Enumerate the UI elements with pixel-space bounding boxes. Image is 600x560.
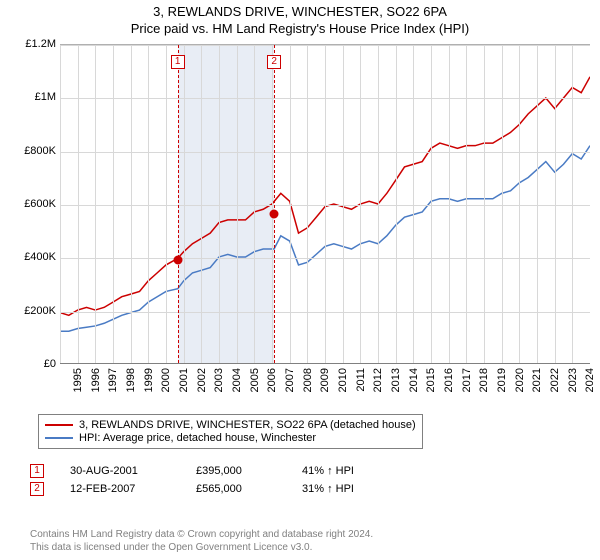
x-tick-label: 1999 bbox=[143, 368, 155, 392]
event-price: £395,000 bbox=[196, 465, 276, 477]
x-tick-label: 1998 bbox=[125, 368, 137, 392]
title-subtitle: Price paid vs. HM Land Registry's House … bbox=[0, 21, 600, 36]
x-tick-label: 2022 bbox=[549, 368, 561, 392]
chart: £0£200K£400K£600K£800K£1M£1.2M 12 199519… bbox=[10, 44, 590, 404]
event-pct: 41% ↑ HPI bbox=[302, 465, 392, 477]
event-price: £565,000 bbox=[196, 483, 276, 495]
events-table: 1 30-AUG-2001 £395,000 41% ↑ HPI 2 12-FEB-200… bbox=[30, 460, 392, 500]
x-tick-label: 2006 bbox=[267, 368, 279, 392]
x-tick-label: 2018 bbox=[479, 368, 491, 392]
legend-label: HPI: Average price, detached house, Winc… bbox=[79, 432, 316, 444]
x-tick-label: 2008 bbox=[302, 368, 314, 392]
title-block: 3, REWLANDS DRIVE, WINCHESTER, SO22 6PA … bbox=[0, 0, 600, 36]
x-tick-label: 2019 bbox=[496, 368, 508, 392]
x-tick-label: 2023 bbox=[567, 368, 579, 392]
x-tick-label: 2003 bbox=[214, 368, 226, 392]
legend-swatch bbox=[45, 437, 73, 439]
event-marker-2: 2 bbox=[267, 55, 281, 69]
y-tick-label: £1M bbox=[35, 91, 56, 103]
event-row: 1 30-AUG-2001 £395,000 41% ↑ HPI bbox=[30, 464, 392, 478]
x-tick-label: 2015 bbox=[426, 368, 438, 392]
x-tick-label: 2000 bbox=[161, 368, 173, 392]
x-tick-label: 2010 bbox=[337, 368, 349, 392]
footer: Contains HM Land Registry data © Crown c… bbox=[30, 528, 373, 554]
event-date: 12-FEB-2007 bbox=[70, 483, 170, 495]
x-tick-label: 2021 bbox=[532, 368, 544, 392]
y-tick-label: £0 bbox=[44, 358, 56, 370]
x-tick-label: 2017 bbox=[461, 368, 473, 392]
x-tick-label: 1995 bbox=[72, 368, 84, 392]
x-tick-label: 2004 bbox=[231, 368, 243, 392]
x-tick-label: 2001 bbox=[178, 368, 190, 392]
event-marker: 1 bbox=[30, 464, 44, 478]
x-tick-label: 2014 bbox=[408, 368, 420, 392]
x-tick-label: 2011 bbox=[354, 368, 366, 392]
x-tick-label: 2009 bbox=[320, 368, 332, 392]
footer-line-1: Contains HM Land Registry data © Crown c… bbox=[30, 528, 373, 541]
event-marker-1: 1 bbox=[171, 55, 185, 69]
x-tick-label: 2020 bbox=[514, 368, 526, 392]
y-tick-label: £1.2M bbox=[25, 38, 56, 50]
x-tick-label: 2013 bbox=[390, 368, 402, 392]
title-address: 3, REWLANDS DRIVE, WINCHESTER, SO22 6PA bbox=[0, 4, 600, 19]
event-date: 30-AUG-2001 bbox=[70, 465, 170, 477]
plot-area: 12 bbox=[60, 44, 590, 364]
event-row: 2 12-FEB-2007 £565,000 31% ↑ HPI bbox=[30, 482, 392, 496]
event-dot-1 bbox=[173, 255, 182, 264]
y-tick-label: £200K bbox=[24, 305, 56, 317]
x-tick-label: 1996 bbox=[90, 368, 102, 392]
x-tick-label: 1997 bbox=[108, 368, 120, 392]
y-axis: £0£200K£400K£600K£800K£1M£1.2M bbox=[10, 44, 60, 404]
x-tick-label: 2002 bbox=[196, 368, 208, 392]
event-dot-2 bbox=[270, 210, 279, 219]
x-axis: 1995 1996 1997 1998 1999 2000 2001 2002 2003 2004… bbox=[60, 364, 590, 404]
event-marker: 2 bbox=[30, 482, 44, 496]
y-tick-label: £400K bbox=[24, 251, 56, 263]
legend-item: 3, REWLANDS DRIVE, WINCHESTER, SO22 6PA … bbox=[45, 419, 416, 431]
legend-label: 3, REWLANDS DRIVE, WINCHESTER, SO22 6PA … bbox=[79, 419, 416, 431]
x-tick-label: 2005 bbox=[249, 368, 261, 392]
x-tick-label: 2024 bbox=[585, 368, 597, 392]
y-tick-label: £600K bbox=[24, 198, 56, 210]
footer-line-2: This data is licensed under the Open Gov… bbox=[30, 541, 373, 554]
x-tick-label: 2007 bbox=[284, 368, 296, 392]
legend-item: HPI: Average price, detached house, Winc… bbox=[45, 432, 416, 444]
event-pct: 31% ↑ HPI bbox=[302, 483, 392, 495]
x-tick-label: 2016 bbox=[443, 368, 455, 392]
x-tick-label: 2012 bbox=[373, 368, 385, 392]
y-tick-label: £800K bbox=[24, 145, 56, 157]
legend-swatch bbox=[45, 424, 73, 426]
legend: 3, REWLANDS DRIVE, WINCHESTER, SO22 6PA … bbox=[38, 414, 423, 449]
